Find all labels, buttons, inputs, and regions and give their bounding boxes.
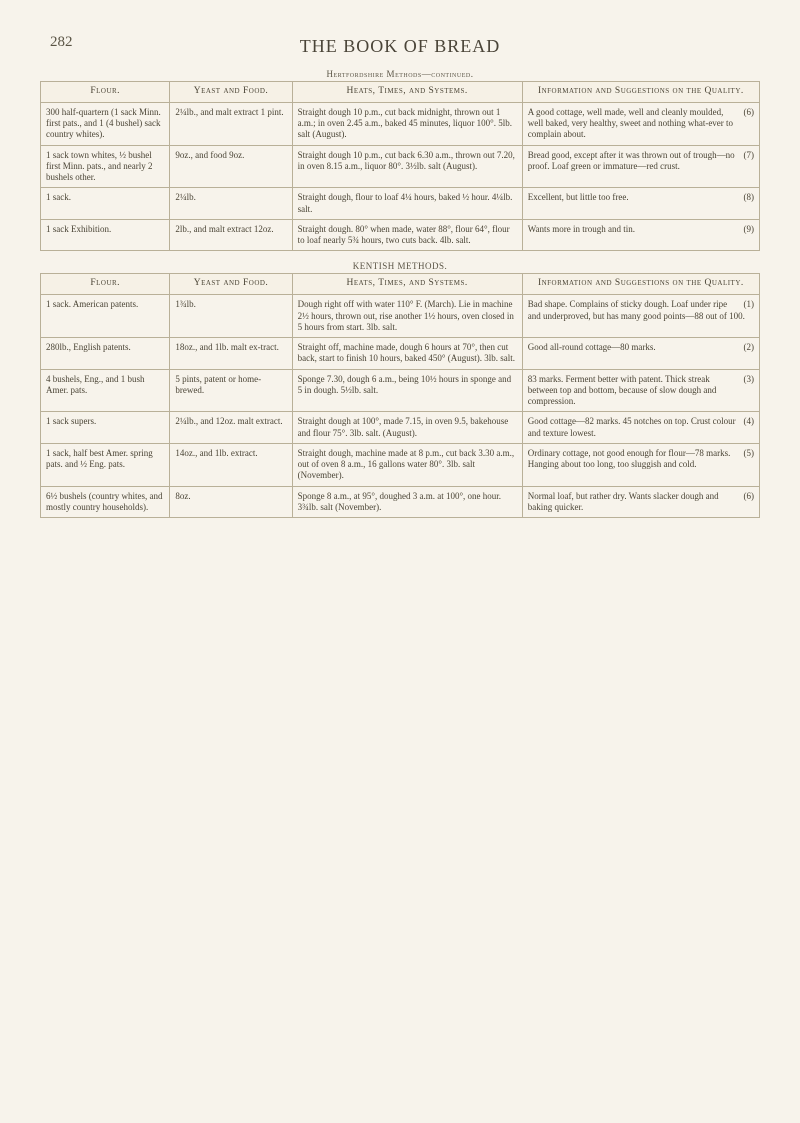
table-row: 6½ bushels (country whites, and mostly c… <box>41 486 760 518</box>
table-row: 4 bushels, Eng., and 1 bush Amer. pats.5… <box>41 369 760 412</box>
kentish-subhead: KENTISH METHODS. <box>40 261 760 271</box>
table-row: 1 sack.2¼lb.Straight dough, flour to loa… <box>41 188 760 220</box>
page-number: 282 <box>50 34 73 51</box>
table-row: 280lb., English patents.18oz., and 1lb. … <box>41 338 760 370</box>
cell-heats: Straight dough, machine made at 8 p.m., … <box>292 443 522 486</box>
cell-info: (8) Excellent, but little too free. <box>522 188 759 220</box>
col-flour: Flour. <box>41 82 170 103</box>
cell-yeast: 5 pints, patent or home-brewed. <box>170 369 292 412</box>
info-text: A good cottage, well made, well and clea… <box>528 107 733 140</box>
info-text: Bad shape. Complains of sticky dough. Lo… <box>528 299 745 320</box>
info-text: Bread good, except after it was thrown o… <box>528 150 735 171</box>
table-row: 300 half-quartern (1 sack Minn. first pa… <box>41 102 760 145</box>
info-text: Wants more in trough and tin. <box>528 224 635 234</box>
cell-flour: 6½ bushels (country whites, and mostly c… <box>41 486 170 518</box>
cell-info: (9) Wants more in trough and tin. <box>522 219 759 251</box>
hertfordshire-table: Flour. Yeast and Food. Heats, Times, and… <box>40 81 760 251</box>
cell-flour: 1 sack Exhibition. <box>41 219 170 251</box>
row-index: (1) <box>744 299 755 310</box>
cell-info: (6) A good cottage, well made, well and c… <box>522 102 759 145</box>
cell-yeast: 2lb., and malt extract 12oz. <box>170 219 292 251</box>
cell-heats: Straight dough, flour to loaf 4¼ hours, … <box>292 188 522 220</box>
row-index: (6) <box>744 107 755 118</box>
row-index: (7) <box>744 150 755 161</box>
cell-flour: 1 sack supers. <box>41 412 170 444</box>
row-index: (4) <box>744 416 755 427</box>
cell-heats: Straight dough 10 p.m., cut back 6.30 a.… <box>292 145 522 188</box>
cell-flour: 1 sack. <box>41 188 170 220</box>
cell-yeast: 1¾lb. <box>170 295 292 338</box>
col-heats: Heats, Times, and Systems. <box>292 82 522 103</box>
col-heats: Heats, Times, and Systems. <box>292 274 522 295</box>
cell-yeast: 18oz., and 1lb. malt ex-tract. <box>170 338 292 370</box>
col-info: Information and Suggestions on the Quali… <box>522 82 759 103</box>
info-text: Excellent, but little too free. <box>528 192 629 202</box>
kentish-table: Flour. Yeast and Food. Heats, Times, and… <box>40 273 760 518</box>
row-index: (8) <box>744 192 755 203</box>
info-text: Good all-round cottage—80 marks. <box>528 342 656 352</box>
cell-flour: 4 bushels, Eng., and 1 bush Amer. pats. <box>41 369 170 412</box>
col-yeast: Yeast and Food. <box>170 274 292 295</box>
cell-yeast: 2¼lb. <box>170 188 292 220</box>
cell-heats: Dough right off with water 110° F. (Marc… <box>292 295 522 338</box>
cell-heats: Straight dough. 80° when made, water 88°… <box>292 219 522 251</box>
cell-flour: 1 sack. American patents. <box>41 295 170 338</box>
cell-heats: Sponge 7.30, dough 6 a.m., being 10½ hou… <box>292 369 522 412</box>
cell-heats: Straight dough 10 p.m., cut back midnigh… <box>292 102 522 145</box>
cell-info: (2) Good all-round cottage—80 marks. <box>522 338 759 370</box>
cell-heats: Sponge 8 a.m., at 95°, doughed 3 a.m. at… <box>292 486 522 518</box>
table-row: 1 sack. American patents.1¾lb.Dough righ… <box>41 295 760 338</box>
cell-info: (3) 83 marks. Ferment better with patent.… <box>522 369 759 412</box>
info-text: 83 marks. Ferment better with patent. Th… <box>528 374 717 407</box>
info-text: Normal loaf, but rather dry. Wants slack… <box>528 491 719 512</box>
cell-info: (7) Bread good, except after it was throw… <box>522 145 759 188</box>
cell-info: (6) Normal loaf, but rather dry. Wants sl… <box>522 486 759 518</box>
hertfordshire-subhead: Hertfordshire Methods—continued. <box>40 69 760 79</box>
cell-info: (4) Good cottage—82 marks. 45 notches on … <box>522 412 759 444</box>
col-info: Information and Suggestions on the Quali… <box>522 274 759 295</box>
cell-heats: Straight off, machine made, dough 6 hour… <box>292 338 522 370</box>
cell-heats: Straight dough at 100°, made 7.15, in ov… <box>292 412 522 444</box>
cell-flour: 1 sack town whites, ½ bushel first Minn.… <box>41 145 170 188</box>
row-index: (6) <box>744 491 755 502</box>
row-index: (2) <box>744 342 755 353</box>
cell-yeast: 8oz. <box>170 486 292 518</box>
cell-yeast: 2¼lb., and 12oz. malt extract. <box>170 412 292 444</box>
cell-yeast: 9oz., and food 9oz. <box>170 145 292 188</box>
cell-flour: 1 sack, half best Amer. spring pats. and… <box>41 443 170 486</box>
table-header-row: Flour. Yeast and Food. Heats, Times, and… <box>41 82 760 103</box>
cell-yeast: 2¼lb., and malt extract 1 pint. <box>170 102 292 145</box>
row-index: (5) <box>744 448 755 459</box>
cell-flour: 300 half-quartern (1 sack Minn. first pa… <box>41 102 170 145</box>
cell-info: (1)Bad shape. Complains of sticky dough.… <box>522 295 759 338</box>
cell-info: (5) Ordinary cottage, not good enough for… <box>522 443 759 486</box>
table-header-row: Flour. Yeast and Food. Heats, Times, and… <box>41 274 760 295</box>
cell-flour: 280lb., English patents. <box>41 338 170 370</box>
table-row: 1 sack Exhibition.2lb., and malt extract… <box>41 219 760 251</box>
table-row: 1 sack supers.2¼lb., and 12oz. malt extr… <box>41 412 760 444</box>
table-row: 1 sack town whites, ½ bushel first Minn.… <box>41 145 760 188</box>
cell-yeast: 14oz., and 1lb. extract. <box>170 443 292 486</box>
info-text: Ordinary cottage, not good enough for fl… <box>528 448 731 469</box>
row-index: (3) <box>744 374 755 385</box>
col-flour: Flour. <box>41 274 170 295</box>
running-head: THE BOOK OF BREAD <box>40 36 760 57</box>
row-index: (9) <box>744 224 755 235</box>
table-row: 1 sack, half best Amer. spring pats. and… <box>41 443 760 486</box>
col-yeast: Yeast and Food. <box>170 82 292 103</box>
info-text: Good cottage—82 marks. 45 notches on top… <box>528 416 736 437</box>
